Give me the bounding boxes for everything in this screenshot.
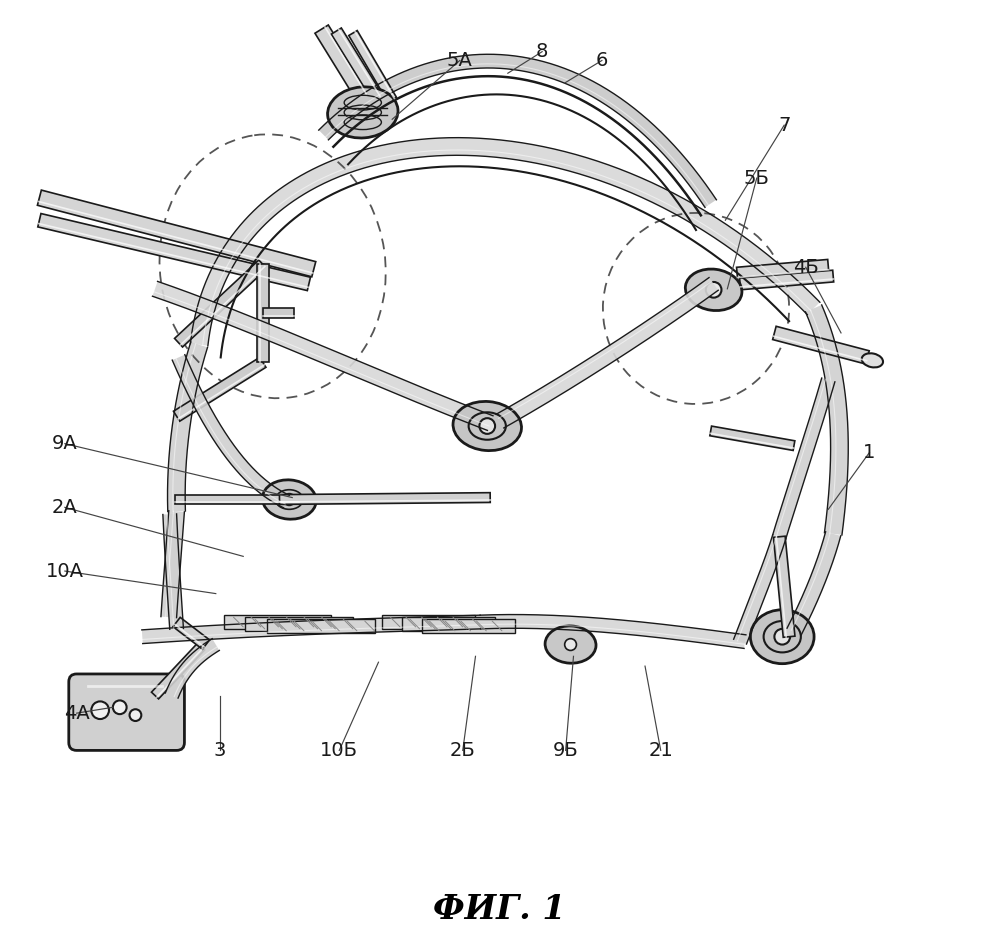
Polygon shape: [772, 378, 835, 539]
Polygon shape: [175, 260, 267, 347]
Circle shape: [564, 639, 576, 650]
FancyBboxPatch shape: [267, 619, 375, 633]
Ellipse shape: [545, 625, 596, 664]
Polygon shape: [280, 493, 491, 505]
Ellipse shape: [685, 269, 742, 310]
Circle shape: [91, 702, 109, 719]
Polygon shape: [332, 28, 383, 101]
Polygon shape: [263, 308, 294, 318]
Polygon shape: [773, 536, 795, 637]
Circle shape: [284, 494, 295, 506]
Polygon shape: [175, 495, 299, 505]
Polygon shape: [142, 615, 481, 644]
Text: 7: 7: [778, 115, 790, 134]
Text: 4Б: 4Б: [793, 258, 818, 277]
Text: 21: 21: [648, 741, 673, 760]
FancyBboxPatch shape: [224, 615, 332, 629]
Text: 9Б: 9Б: [552, 741, 578, 760]
Ellipse shape: [862, 353, 883, 367]
Text: 5А: 5А: [447, 51, 473, 70]
Circle shape: [130, 709, 141, 721]
Circle shape: [774, 629, 790, 645]
Text: 9А: 9А: [52, 434, 78, 453]
Polygon shape: [772, 327, 869, 364]
Polygon shape: [739, 270, 834, 289]
Polygon shape: [191, 138, 820, 346]
Text: 4А: 4А: [64, 704, 90, 723]
Polygon shape: [497, 278, 718, 428]
FancyBboxPatch shape: [422, 619, 514, 633]
Text: 8: 8: [535, 42, 548, 61]
FancyBboxPatch shape: [402, 617, 496, 631]
Polygon shape: [161, 510, 185, 618]
Polygon shape: [315, 25, 370, 100]
Text: 2Б: 2Б: [450, 741, 476, 760]
FancyBboxPatch shape: [245, 617, 353, 631]
Polygon shape: [173, 617, 210, 649]
Polygon shape: [37, 190, 316, 277]
Polygon shape: [153, 282, 493, 430]
Circle shape: [705, 282, 721, 298]
Ellipse shape: [263, 480, 317, 519]
Polygon shape: [165, 639, 220, 698]
Text: 1: 1: [863, 443, 876, 462]
Polygon shape: [736, 260, 829, 281]
Polygon shape: [787, 532, 841, 635]
Text: 10Б: 10Б: [321, 741, 359, 760]
Circle shape: [113, 701, 127, 714]
Ellipse shape: [328, 87, 398, 138]
Text: 3: 3: [214, 741, 226, 760]
Polygon shape: [733, 535, 786, 645]
Polygon shape: [257, 265, 269, 363]
Text: ФИГ. 1: ФИГ. 1: [433, 893, 565, 925]
Polygon shape: [349, 30, 397, 102]
FancyBboxPatch shape: [69, 674, 185, 750]
Polygon shape: [710, 426, 795, 450]
Polygon shape: [174, 357, 266, 421]
Polygon shape: [172, 355, 290, 507]
Polygon shape: [805, 305, 848, 535]
Text: 6: 6: [595, 51, 608, 70]
Text: 10А: 10А: [46, 562, 84, 581]
Polygon shape: [168, 342, 208, 511]
Ellipse shape: [453, 402, 521, 450]
Polygon shape: [481, 615, 746, 648]
FancyBboxPatch shape: [383, 615, 476, 629]
Ellipse shape: [750, 610, 814, 664]
Polygon shape: [319, 54, 716, 208]
Text: 2А: 2А: [52, 498, 78, 517]
Text: 5Б: 5Б: [744, 169, 769, 188]
Circle shape: [480, 418, 496, 434]
Polygon shape: [38, 213, 311, 290]
Polygon shape: [163, 514, 184, 629]
Polygon shape: [152, 644, 205, 699]
